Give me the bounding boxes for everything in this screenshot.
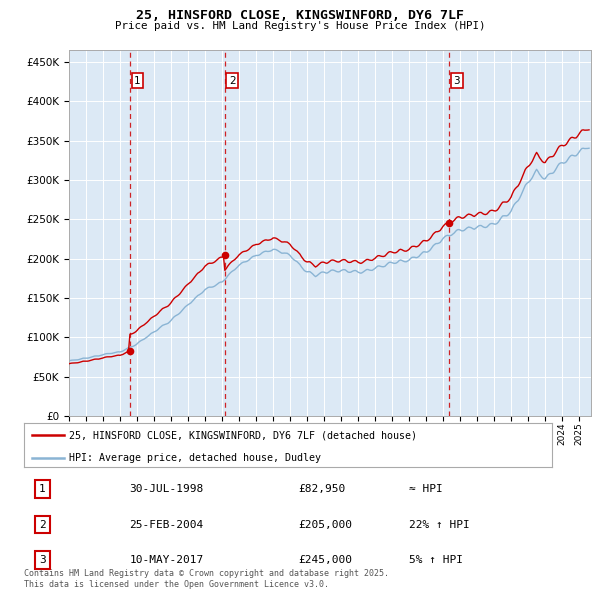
Text: 5% ↑ HPI: 5% ↑ HPI: [409, 555, 463, 565]
Text: ≈ HPI: ≈ HPI: [409, 484, 443, 494]
Text: 2: 2: [39, 520, 46, 529]
Text: £82,950: £82,950: [299, 484, 346, 494]
Text: 1: 1: [134, 76, 141, 86]
Text: Contains HM Land Registry data © Crown copyright and database right 2025.
This d: Contains HM Land Registry data © Crown c…: [24, 569, 389, 589]
Text: 10-MAY-2017: 10-MAY-2017: [130, 555, 204, 565]
Text: HPI: Average price, detached house, Dudley: HPI: Average price, detached house, Dudl…: [69, 453, 321, 463]
Text: 25-FEB-2004: 25-FEB-2004: [130, 520, 204, 529]
Text: £245,000: £245,000: [299, 555, 353, 565]
Text: 25, HINSFORD CLOSE, KINGSWINFORD, DY6 7LF (detached house): 25, HINSFORD CLOSE, KINGSWINFORD, DY6 7L…: [69, 431, 417, 440]
Text: 3: 3: [39, 555, 46, 565]
Text: 22% ↑ HPI: 22% ↑ HPI: [409, 520, 470, 529]
Text: 2: 2: [229, 76, 235, 86]
Text: 3: 3: [454, 76, 460, 86]
Text: £205,000: £205,000: [299, 520, 353, 529]
Text: Price paid vs. HM Land Registry's House Price Index (HPI): Price paid vs. HM Land Registry's House …: [115, 21, 485, 31]
Text: 30-JUL-1998: 30-JUL-1998: [130, 484, 204, 494]
Text: 25, HINSFORD CLOSE, KINGSWINFORD, DY6 7LF: 25, HINSFORD CLOSE, KINGSWINFORD, DY6 7L…: [136, 9, 464, 22]
Text: 1: 1: [39, 484, 46, 494]
